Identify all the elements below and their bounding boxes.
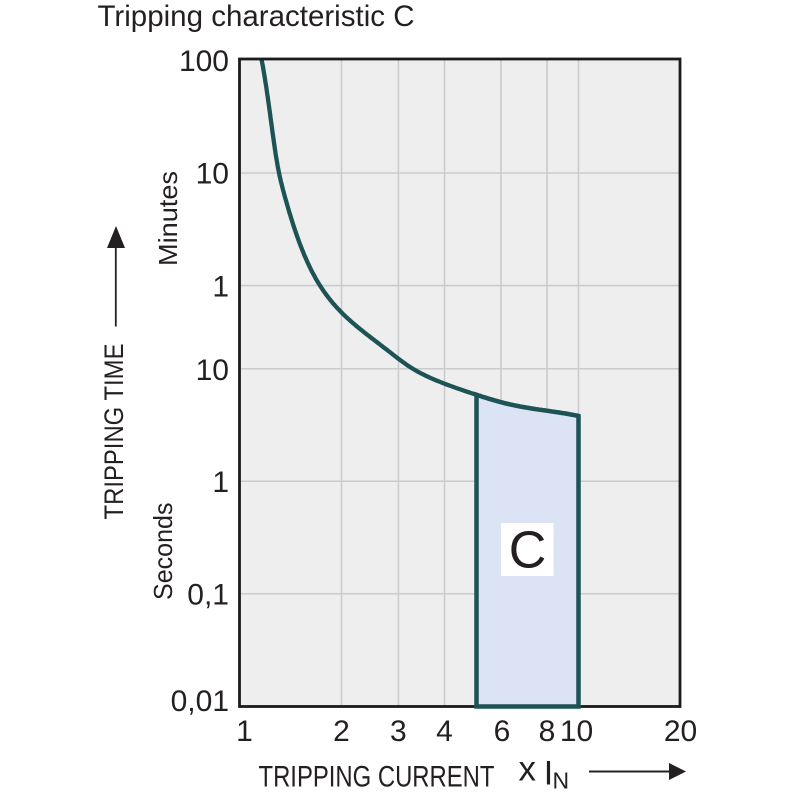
svg-text:10: 10 xyxy=(196,354,229,387)
svg-text:10: 10 xyxy=(196,158,229,191)
svg-text:TRIPPING TIME: TRIPPING TIME xyxy=(99,344,129,520)
svg-text:20: 20 xyxy=(664,715,697,748)
svg-text:2: 2 xyxy=(333,715,350,748)
svg-text:Seconds: Seconds xyxy=(148,503,178,601)
svg-text:C: C xyxy=(509,522,547,580)
svg-text:0,01: 0,01 xyxy=(171,685,229,718)
svg-text:100: 100 xyxy=(179,45,229,78)
svg-text:1: 1 xyxy=(212,466,229,499)
svg-text:10: 10 xyxy=(560,715,593,748)
svg-text:I: I xyxy=(544,754,553,792)
svg-text:0,1: 0,1 xyxy=(187,579,229,612)
svg-text:N: N xyxy=(553,767,570,793)
svg-text:TRIPPING CURRENT: TRIPPING CURRENT xyxy=(259,760,495,793)
svg-text:4: 4 xyxy=(436,715,453,748)
svg-text:x: x xyxy=(519,750,537,789)
svg-text:Minutes: Minutes xyxy=(153,171,183,266)
svg-text:6: 6 xyxy=(494,715,511,748)
svg-text:Tripping characteristic C: Tripping characteristic C xyxy=(98,0,415,33)
svg-text:3: 3 xyxy=(390,715,407,748)
svg-text:1: 1 xyxy=(236,715,253,748)
svg-text:8: 8 xyxy=(539,715,556,748)
svg-text:1: 1 xyxy=(212,271,229,304)
